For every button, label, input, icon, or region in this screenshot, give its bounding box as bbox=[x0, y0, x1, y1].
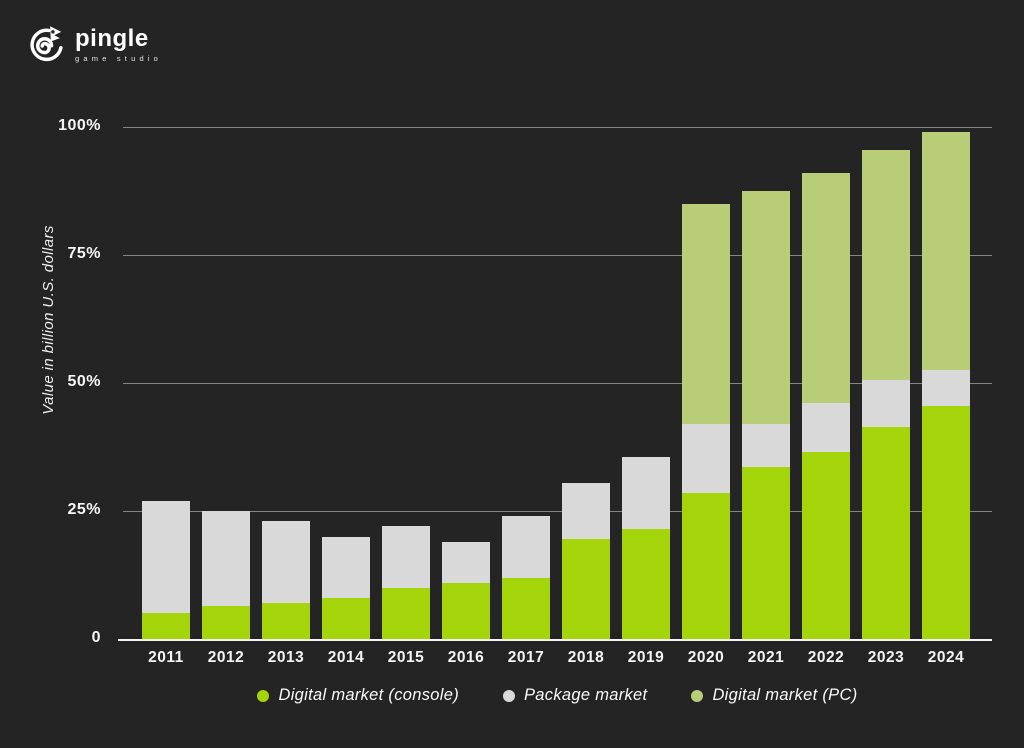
bar-2023-console bbox=[862, 426, 910, 639]
y-gridline-75 bbox=[123, 255, 992, 256]
header: pingle game studio bbox=[28, 24, 162, 66]
bar-2018-package bbox=[562, 482, 610, 540]
y-tick-label-100: 100% bbox=[58, 117, 101, 134]
x-tick-label-2011: 2011 bbox=[148, 649, 184, 666]
bar-2018-console bbox=[562, 539, 610, 639]
x-tick-label-2019: 2019 bbox=[627, 649, 665, 666]
y-tick-label-0: 0 bbox=[91, 629, 101, 646]
bar-2011-console bbox=[142, 613, 190, 639]
bar-2019-console bbox=[622, 528, 670, 639]
bar-2015-console bbox=[382, 587, 430, 639]
digital-console-dot-icon bbox=[257, 689, 270, 702]
bar-2022-console bbox=[802, 452, 850, 639]
brand-text: pingle game studio bbox=[75, 25, 163, 64]
bar-2024-console bbox=[922, 406, 970, 639]
bar-2016-package bbox=[442, 541, 490, 583]
bar-2023-package bbox=[862, 380, 910, 427]
x-axis-line bbox=[118, 639, 992, 641]
legend-label-digital-console: Digital market (console) bbox=[278, 686, 459, 704]
legend-item-digital-pc: Digital market (PC) bbox=[691, 686, 857, 705]
bar-2011-package bbox=[142, 500, 190, 614]
y-tick-label-50: 50% bbox=[67, 373, 101, 390]
x-tick-label-2014: 2014 bbox=[327, 649, 365, 666]
y-tick-label-25: 25% bbox=[67, 501, 101, 518]
x-tick-label-2023: 2023 bbox=[867, 649, 905, 666]
x-tick-label-2013: 2013 bbox=[267, 649, 305, 666]
bar-2015-package bbox=[382, 526, 430, 588]
x-tick-label-2024: 2024 bbox=[927, 649, 965, 666]
x-tick-label-2012: 2012 bbox=[207, 649, 245, 666]
bar-2012-package bbox=[202, 511, 250, 606]
legend-item-digital-console: Digital market (console) bbox=[257, 686, 459, 705]
bar-2021-pc bbox=[742, 191, 790, 424]
x-tick-label-2018: 2018 bbox=[567, 649, 605, 666]
bar-2016-console bbox=[442, 582, 490, 639]
bar-2023-pc bbox=[862, 150, 910, 381]
x-tick-label-2017: 2017 bbox=[507, 649, 545, 666]
x-tick-label-2015: 2015 bbox=[387, 649, 425, 666]
x-tick-label-2016: 2016 bbox=[447, 649, 485, 666]
bar-2012-console bbox=[202, 605, 250, 639]
bar-2020-console bbox=[682, 493, 730, 639]
bar-2019-package bbox=[622, 457, 670, 529]
legend-item-package-market: Package market bbox=[503, 686, 647, 705]
y-gridline-50 bbox=[123, 383, 992, 384]
bar-2014-console bbox=[322, 598, 370, 639]
chart-legend: Digital market (console) Package market … bbox=[123, 686, 992, 705]
legend-label-package-market: Package market bbox=[524, 686, 648, 704]
x-tick-label-2021: 2021 bbox=[747, 649, 785, 666]
y-tick-label-75: 75% bbox=[67, 245, 101, 262]
brand-tagline: game studio bbox=[75, 54, 163, 63]
bar-2021-console bbox=[742, 467, 790, 639]
bar-2020-pc bbox=[682, 203, 730, 424]
bar-2024-pc bbox=[922, 132, 970, 371]
bar-2017-package bbox=[502, 516, 550, 578]
y-axis-title: Value in billion U.S. dollars bbox=[40, 225, 57, 415]
bar-2020-package bbox=[682, 423, 730, 494]
package-market-dot-icon bbox=[503, 689, 515, 702]
bar-2021-package bbox=[742, 423, 790, 468]
x-tick-label-2022: 2022 bbox=[807, 649, 845, 666]
bar-2024-package bbox=[922, 370, 970, 407]
bar-2013-console bbox=[262, 603, 310, 639]
bar-2022-pc bbox=[802, 173, 850, 404]
digital-pc-dot-icon bbox=[691, 689, 704, 702]
y-gridline-100 bbox=[123, 127, 992, 128]
bar-2017-console bbox=[502, 577, 550, 639]
bar-2014-package bbox=[322, 536, 370, 599]
bar-2013-package bbox=[262, 521, 310, 604]
x-tick-label-2020: 2020 bbox=[687, 649, 725, 666]
chameleon-icon bbox=[30, 26, 63, 62]
legend-label-digital-pc: Digital market (PC) bbox=[712, 686, 858, 704]
y-gridline-25 bbox=[123, 511, 992, 512]
brand-name: pingle bbox=[75, 25, 149, 52]
bar-2022-package bbox=[802, 403, 850, 453]
